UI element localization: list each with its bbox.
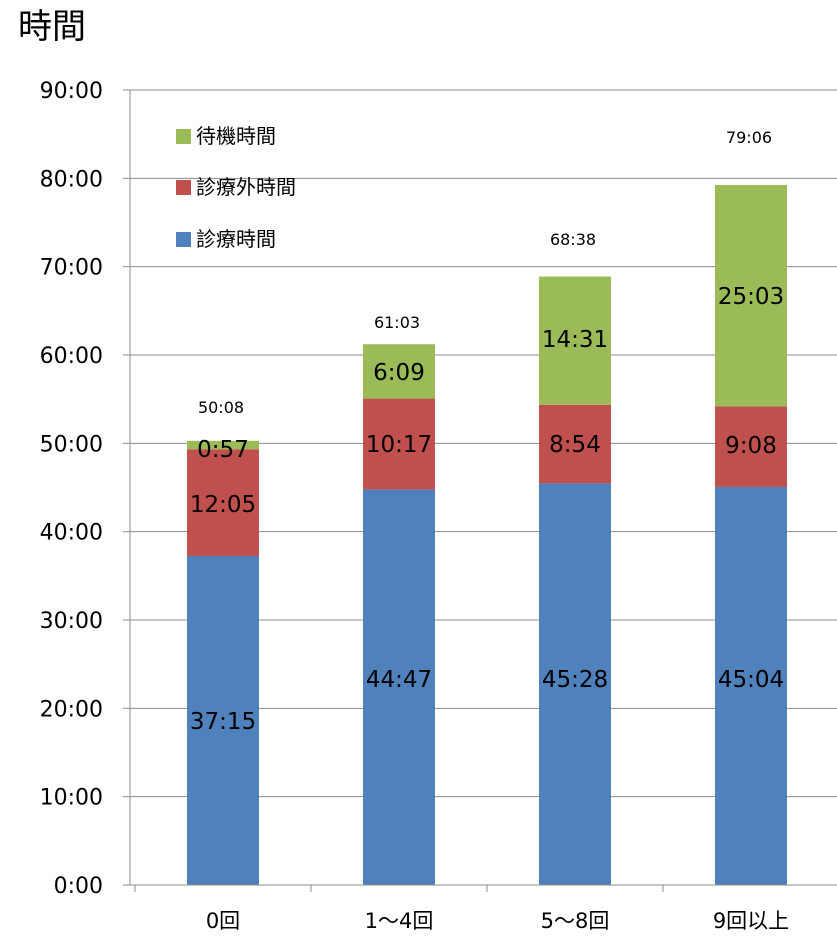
bar-segment-shinryogai: [715, 406, 787, 487]
bar-segment-shinryo: [715, 486, 787, 885]
y-tick-label: 40:00: [40, 521, 103, 546]
segment-value-label: 45:28: [542, 667, 608, 693]
segment-value-label: 10:17: [366, 432, 432, 458]
x-tick-label: 9回以上: [713, 909, 789, 933]
bar-segment-shinryo: [187, 555, 259, 885]
x-tick-label: 1〜4回: [365, 909, 434, 933]
bar-segment-taiki: [539, 276, 611, 405]
x-tick-label: 5〜8回: [541, 909, 610, 933]
total-value-label: 50:08: [198, 398, 244, 417]
segment-value-label: 44:47: [366, 667, 432, 693]
legend-label: 待機時間: [196, 124, 276, 148]
segment-value-label: 45:04: [718, 667, 784, 693]
segment-value-label: 25:03: [718, 284, 784, 310]
y-axis-title: 時間: [18, 7, 86, 47]
y-tick-label: 70:00: [40, 256, 103, 281]
legend-label: 診療外時間: [196, 175, 296, 199]
legend-swatch: [176, 180, 191, 195]
total-value-label: 61:03: [374, 313, 420, 332]
y-tick-label: 20:00: [40, 697, 103, 722]
segment-value-label: 9:08: [725, 433, 777, 459]
data-labels: 37:15 44:47 45:28 45:04 12:05 10:17 8:54 9:08 0:…: [190, 128, 784, 735]
legend-swatch: [176, 232, 191, 247]
segment-value-label: 0:57: [197, 437, 249, 463]
legend-label: 診療時間: [196, 227, 276, 251]
bar-segment-taiki: [187, 440, 259, 450]
bars: [187, 184, 787, 885]
axes: 0:00 10:00 20:00 30:00 40:00 50:00 60:00 70:00 8…: [40, 79, 837, 933]
segment-value-label: 12:05: [190, 492, 256, 518]
y-tick-label: 10:00: [40, 786, 103, 811]
total-value-label: 79:06: [726, 128, 772, 147]
bar-segment-taiki: [715, 184, 787, 407]
segment-value-label: 6:09: [373, 360, 425, 386]
y-tick-label: 60:00: [40, 344, 103, 369]
y-tick-label: 0:00: [54, 874, 103, 899]
bar-segment-shinryogai: [539, 404, 611, 484]
bar-segment-shinryo: [539, 483, 611, 885]
bar-segment-taiki: [363, 344, 435, 399]
total-value-label: 68:38: [550, 230, 596, 249]
y-tick-label: 30:00: [40, 609, 103, 634]
segment-value-label: 8:54: [549, 432, 601, 458]
bar-segment-shinryo: [363, 489, 435, 885]
bar-segment-shinryogai: [363, 398, 435, 490]
legend-swatch: [176, 129, 191, 144]
y-tick-label: 90:00: [40, 79, 103, 104]
segment-value-label: 37:15: [190, 709, 256, 735]
bar-segment-shinryogai: [187, 449, 259, 556]
y-tick-label: 50:00: [40, 432, 103, 457]
segment-value-label: 14:31: [542, 327, 608, 353]
x-tick-label: 0回: [206, 909, 240, 933]
y-tick-label: 80:00: [40, 167, 103, 192]
